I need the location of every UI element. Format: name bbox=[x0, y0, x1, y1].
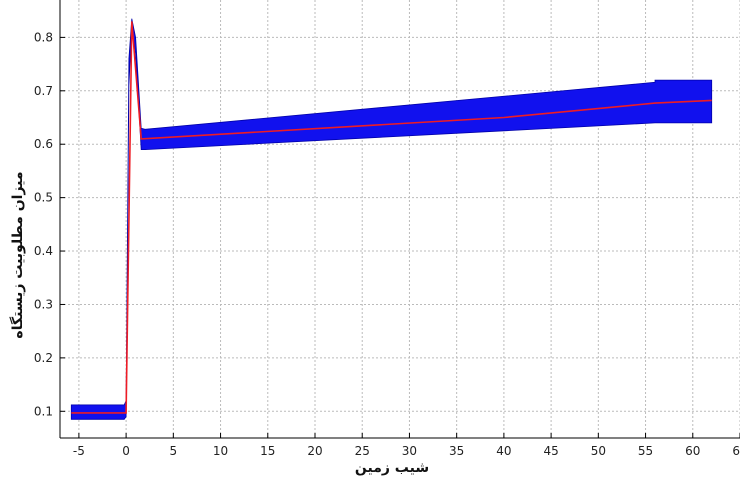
mean-polyline bbox=[71, 21, 712, 414]
confidence-band bbox=[70, 18, 713, 420]
y-tick-label: 0.3 bbox=[34, 297, 53, 311]
x-tick-label: 40 bbox=[496, 444, 511, 458]
plot-background bbox=[60, 0, 740, 438]
x-tick-label: -5 bbox=[73, 444, 85, 458]
x-tick-label: 15 bbox=[260, 444, 275, 458]
x-tick-label: 30 bbox=[402, 444, 417, 458]
x-tick-label: 60 bbox=[685, 444, 700, 458]
x-tick-label: 10 bbox=[213, 444, 228, 458]
mean-line bbox=[71, 21, 712, 414]
x-tick-label: 45 bbox=[543, 444, 558, 458]
x-tick-label: 65 bbox=[732, 444, 740, 458]
band-area bbox=[70, 18, 713, 420]
x-tick-label: 35 bbox=[449, 444, 464, 458]
x-axis-title: شیب زمین bbox=[355, 460, 429, 476]
y-tick-label: 0.8 bbox=[34, 30, 53, 44]
x-tick-label: 20 bbox=[307, 444, 322, 458]
y-axis-title: میزان مطلوبیت زیستگاه bbox=[9, 171, 26, 338]
y-tick-label: 0.7 bbox=[34, 84, 53, 98]
axes bbox=[59, 0, 740, 439]
x-tick-label: 50 bbox=[591, 444, 606, 458]
y-tick-labels: 0.1 0.2 0.3 0.4 0.5 0.6 0.7 0.8 bbox=[34, 30, 53, 418]
y-tick-label: 0.2 bbox=[34, 351, 53, 365]
x-tick-label: 5 bbox=[170, 444, 178, 458]
y-tick-label: 0.5 bbox=[34, 191, 53, 205]
x-tick-labels: -5 0 5 10 15 20 25 30 35 40 45 50 55 60 65 bbox=[73, 444, 740, 458]
x-tick-label: 55 bbox=[638, 444, 653, 458]
x-tick-label: 25 bbox=[355, 444, 370, 458]
y-tick-label: 0.4 bbox=[34, 244, 53, 258]
y-tick-label: 0.1 bbox=[34, 404, 53, 418]
x-tick-label: 0 bbox=[122, 444, 130, 458]
y-tick-label: 0.6 bbox=[34, 137, 53, 151]
